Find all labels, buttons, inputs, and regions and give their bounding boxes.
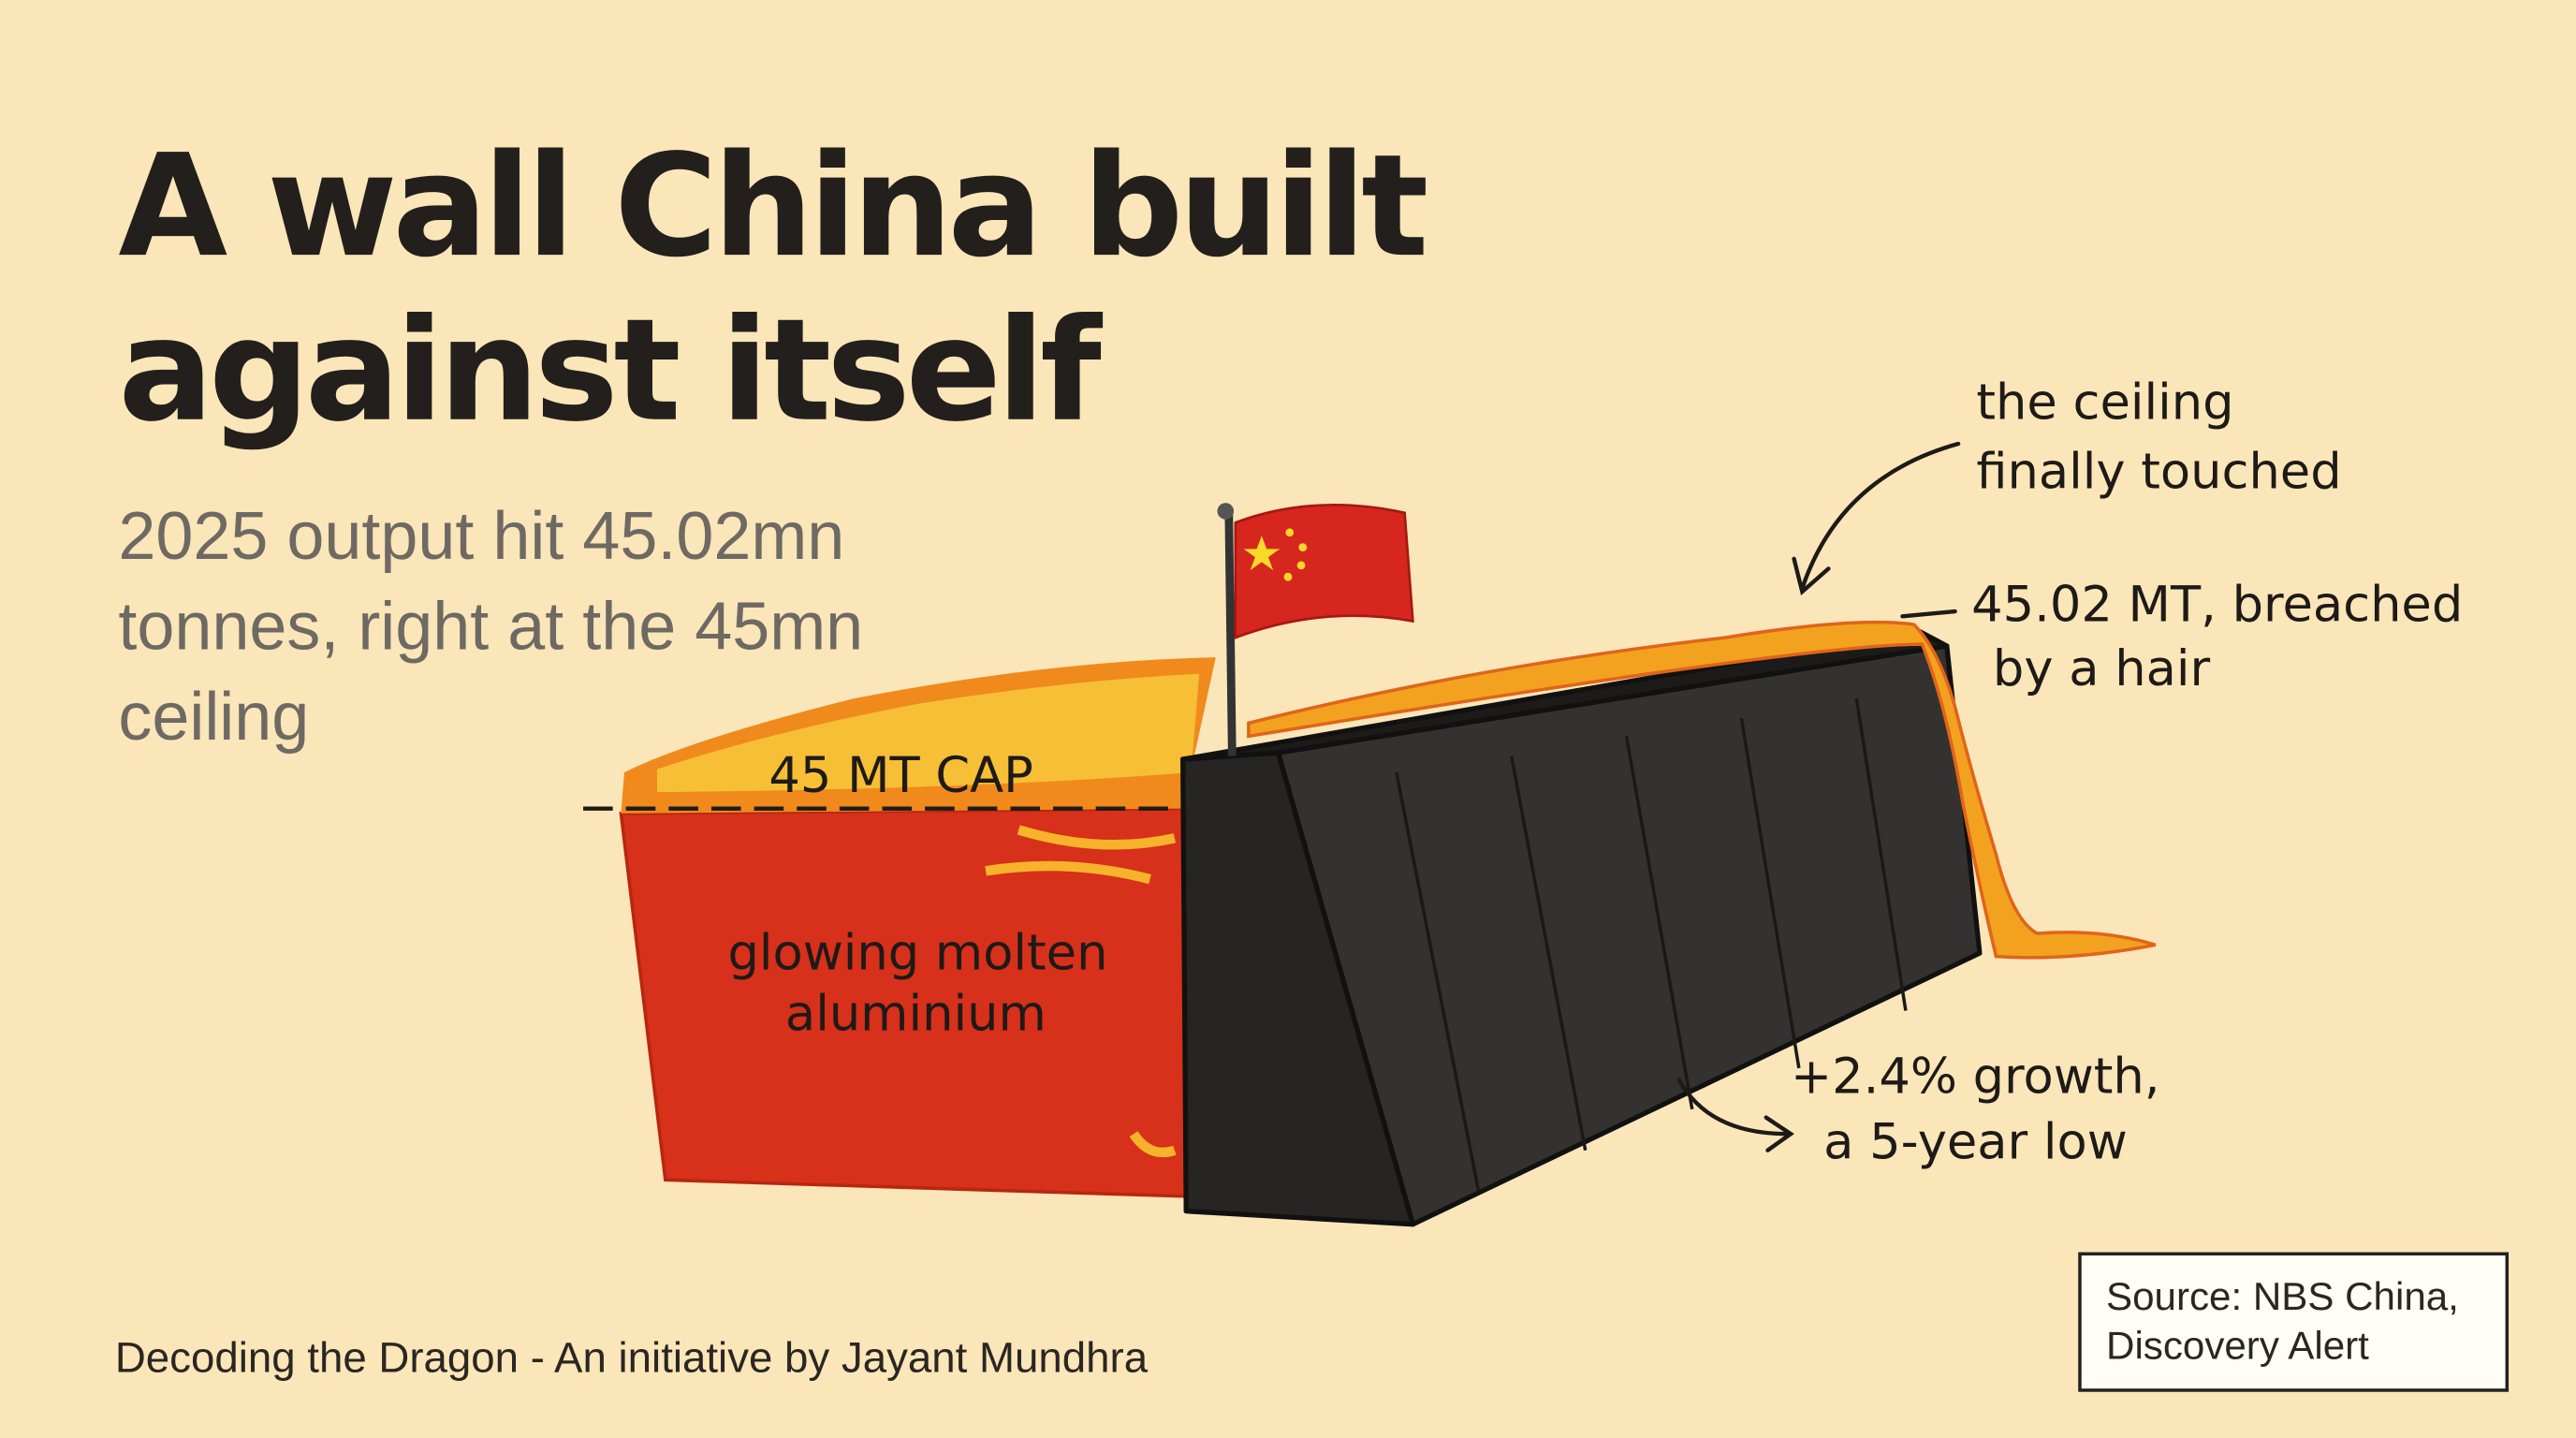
cap-label: 45 MT CAP bbox=[768, 747, 1033, 804]
source-box bbox=[2078, 1252, 2510, 1392]
growth-note: +2.4% growth, bbox=[1791, 1048, 2159, 1105]
subtitle-line: 2025 output hit 45.02mn bbox=[118, 499, 844, 574]
title-line: against itself bbox=[118, 288, 1103, 453]
molten-label: glowing molten bbox=[728, 925, 1108, 982]
subtitle-line: tonnes, right at the 45mn bbox=[118, 589, 863, 664]
breach-note: 45.02 MT, breached bbox=[1971, 577, 2463, 634]
source-text: Source: NBS China, bbox=[2106, 1274, 2459, 1318]
source-text: Discovery Alert bbox=[2106, 1324, 2369, 1368]
ceiling-note: finally touched bbox=[1976, 443, 2341, 500]
wall bbox=[1180, 628, 1983, 1227]
ceiling-note: the ceiling bbox=[1976, 374, 2233, 432]
arrows bbox=[1676, 441, 1961, 1152]
breach-note: by a hair bbox=[1993, 640, 2211, 697]
subtitle-line: ceiling bbox=[118, 680, 309, 755]
growth-note: a 5-year low bbox=[1823, 1113, 2128, 1170]
footer: Decoding the Dragon - An initiative by J… bbox=[115, 1334, 1149, 1382]
flag bbox=[1217, 503, 1414, 756]
title-line: A wall China built bbox=[118, 124, 1426, 288]
molten-label: aluminium bbox=[785, 986, 1046, 1043]
lava-overflow bbox=[1247, 620, 2157, 960]
